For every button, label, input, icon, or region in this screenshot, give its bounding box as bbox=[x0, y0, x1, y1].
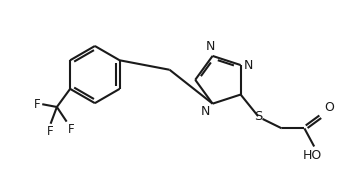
Text: F: F bbox=[34, 98, 40, 111]
Text: N: N bbox=[201, 105, 210, 118]
Text: F: F bbox=[47, 125, 54, 138]
Text: N: N bbox=[244, 59, 253, 72]
Text: S: S bbox=[254, 110, 262, 123]
Text: HO: HO bbox=[303, 148, 322, 162]
Text: O: O bbox=[324, 101, 334, 114]
Text: F: F bbox=[68, 123, 75, 136]
Text: N: N bbox=[206, 40, 215, 53]
